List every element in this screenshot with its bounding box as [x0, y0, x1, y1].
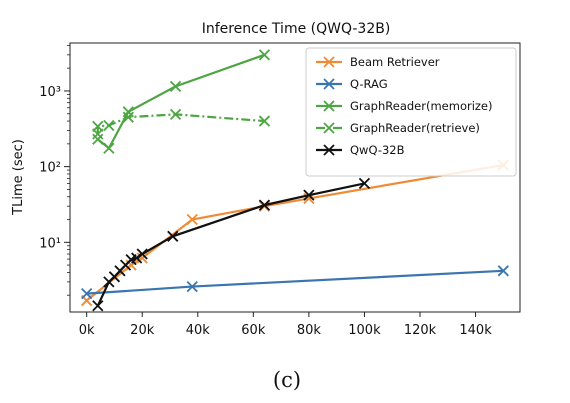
legend-marker	[323, 56, 335, 68]
legend-entry: GraphReader(memorize)	[316, 99, 493, 113]
x-axis-ticks: 0k 20k 40k 60k 80k 100k 120k 140k	[79, 312, 492, 338]
y-tick-label: 10³	[39, 85, 61, 100]
data-point	[122, 111, 134, 123]
data-point	[131, 252, 143, 264]
data-point	[136, 248, 148, 260]
legend-label: GraphReader(memorize)	[350, 99, 493, 113]
legend-box	[305, 47, 517, 177]
legend-entry: Q-RAG	[316, 77, 388, 91]
data-point	[103, 119, 115, 132]
chart-title: Inference Time (QWQ-32B)	[202, 21, 391, 37]
x-tick-label: 0k	[79, 323, 95, 338]
series-beam-retriever	[81, 159, 509, 307]
data-point	[103, 142, 115, 154]
data-point	[258, 49, 271, 61]
x-tick-label: 60k	[241, 323, 266, 338]
series-line	[96, 182, 365, 307]
series-q-rag	[81, 265, 509, 300]
x-tick-label: 120k	[404, 323, 437, 338]
legend-label: Q-RAG	[350, 77, 388, 91]
data-point	[92, 300, 104, 312]
y-axis-ticks: 10¹ 10² 10³	[39, 44, 70, 296]
legend-label: QwQ-32B	[350, 143, 405, 157]
legend-marker	[323, 78, 335, 90]
legend-label: Beam Retriever	[350, 55, 440, 69]
x-tick-label: 140k	[459, 323, 492, 338]
series-line	[97, 53, 265, 150]
data-point	[186, 213, 198, 226]
series-line	[85, 163, 504, 302]
x-tick-label: 100k	[348, 323, 381, 338]
data-point	[167, 230, 179, 242]
data-point	[169, 80, 182, 92]
x-tick-label: 80k	[297, 323, 322, 338]
data-point	[81, 287, 93, 300]
y-tick-label: 10²	[39, 161, 61, 176]
data-point	[169, 108, 182, 121]
data-point	[92, 120, 104, 133]
series-line	[86, 269, 504, 295]
y-tick-label: 10¹	[39, 236, 61, 251]
data-point	[92, 133, 104, 145]
x-tick-label: 40k	[186, 323, 211, 338]
series-layer	[81, 49, 509, 312]
series-graphreader-memorize-	[92, 49, 271, 154]
data-point	[497, 265, 509, 277]
legend: Beam Retriever Q-RAG GraphReader(memorize)…	[305, 47, 517, 177]
legend-entry: GraphReader(retrieve)	[316, 121, 480, 135]
plot-frame	[69, 42, 521, 313]
x-tick-label: 20k	[130, 323, 155, 338]
legend-marker	[323, 122, 335, 134]
legend-label: GraphReader(retrieve)	[350, 121, 480, 135]
data-point	[258, 199, 271, 211]
data-point	[258, 115, 271, 127]
data-point	[303, 189, 315, 201]
series-qwq-32b	[92, 177, 371, 312]
figure-caption: (c)	[273, 368, 301, 392]
data-point	[358, 177, 371, 190]
y-axis-label: TLime (sec)	[11, 139, 26, 216]
legend-marker	[323, 100, 335, 112]
data-point	[186, 280, 198, 293]
data-point	[122, 106, 134, 118]
series-graphreader-retrieve-	[92, 108, 271, 140]
legend-marker	[323, 144, 335, 156]
legend-entry: QwQ-32B	[316, 143, 405, 157]
legend-entry: Beam Retriever	[316, 55, 440, 69]
